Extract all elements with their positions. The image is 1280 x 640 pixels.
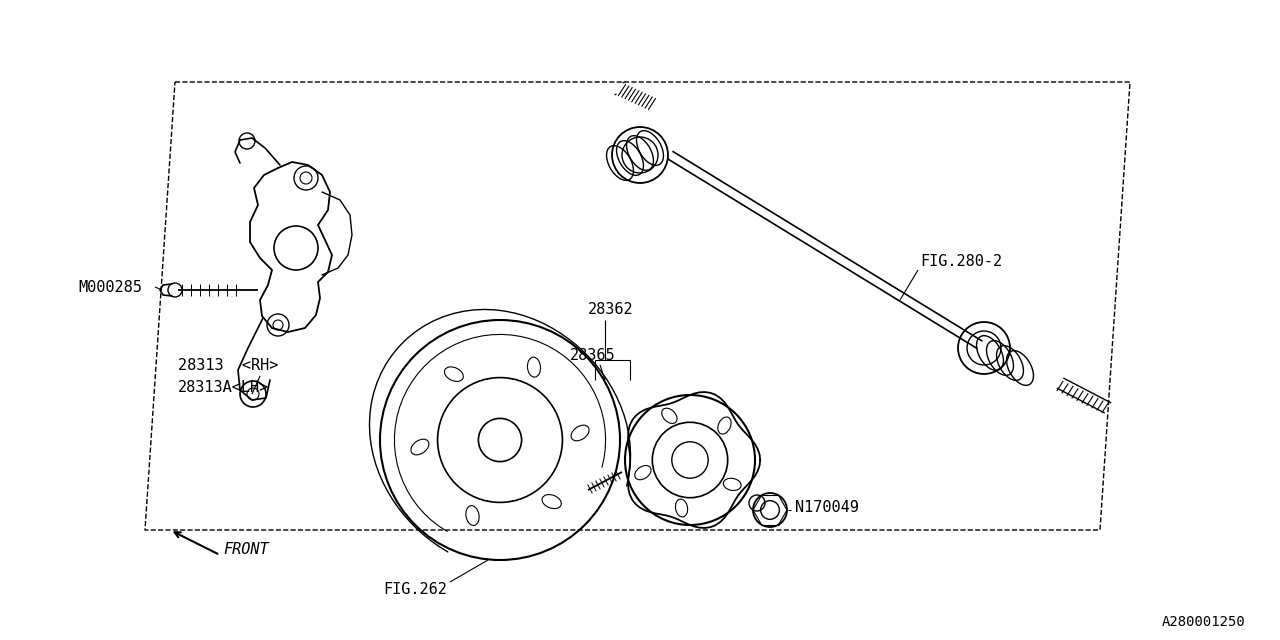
Text: FIG.280-2: FIG.280-2 [920, 255, 1002, 269]
Text: A280001250: A280001250 [1161, 615, 1245, 629]
Text: 28362: 28362 [588, 303, 634, 317]
Text: FIG.262: FIG.262 [383, 582, 447, 598]
Text: N170049: N170049 [795, 500, 859, 515]
Text: 28313A<LH>: 28313A<LH> [178, 381, 269, 396]
Text: FRONT: FRONT [223, 543, 269, 557]
Text: 28365: 28365 [570, 348, 616, 362]
Text: 28313  <RH>: 28313 <RH> [178, 358, 278, 372]
Text: M000285: M000285 [78, 280, 142, 294]
